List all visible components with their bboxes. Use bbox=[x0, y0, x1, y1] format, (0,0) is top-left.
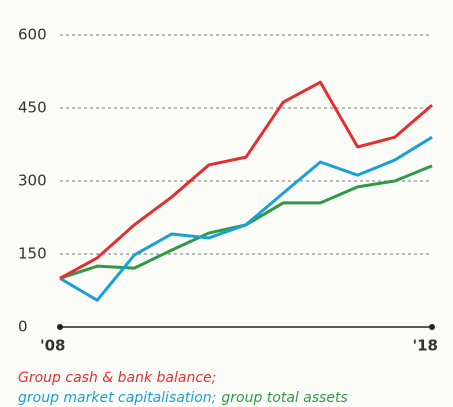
y-tick-label: 0 bbox=[18, 318, 28, 336]
y-tick-label: 600 bbox=[18, 26, 47, 44]
x-tick-label: '18 bbox=[413, 337, 438, 355]
legend: Group cash & bank balance; bbox=[18, 370, 216, 386]
series-line bbox=[59, 80, 433, 280]
legend-entry: Group cash & bank balance; bbox=[18, 370, 216, 386]
axis-end bbox=[57, 324, 63, 330]
y-tick-label: 150 bbox=[18, 245, 47, 263]
legend-entry: group market capitalisation; bbox=[18, 390, 216, 406]
axis-end bbox=[429, 324, 435, 330]
y-tick-label: 300 bbox=[18, 172, 47, 190]
series-line bbox=[59, 164, 433, 280]
y-tick-label: 450 bbox=[18, 99, 47, 117]
x-tick-label: '08 bbox=[40, 337, 65, 355]
series-line bbox=[59, 135, 433, 302]
legend-entry: group total assets bbox=[221, 390, 347, 406]
legend: group market capitalisation; group total … bbox=[18, 390, 348, 406]
